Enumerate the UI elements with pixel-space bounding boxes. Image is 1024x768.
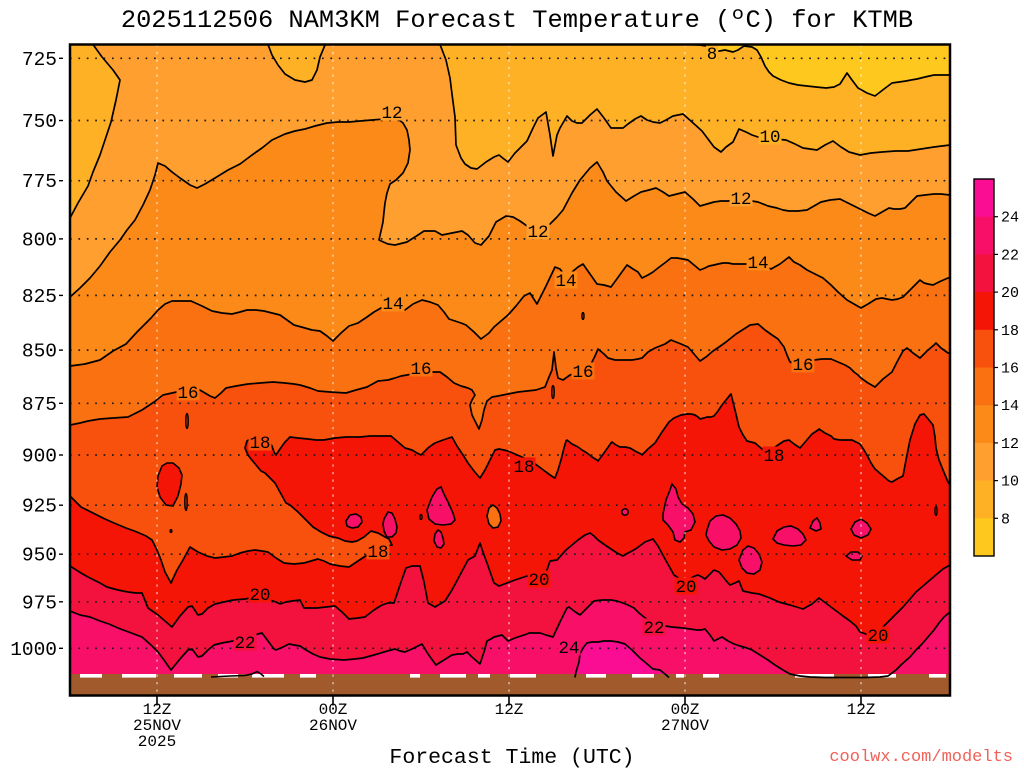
svg-text:12: 12 [381,104,402,124]
svg-text:725: 725 [22,49,57,71]
svg-text:20: 20 [249,586,270,606]
svg-text:16: 16 [792,356,813,376]
svg-text:18: 18 [763,447,784,467]
svg-text:18: 18 [249,434,270,454]
svg-text:22: 22 [234,634,255,654]
svg-text:850: 850 [22,341,57,363]
svg-text:12: 12 [1001,436,1019,453]
svg-text:12Z: 12Z [495,701,524,719]
svg-text:12Z: 12Z [143,701,172,719]
svg-text:20: 20 [675,578,696,598]
svg-text:925: 925 [22,496,57,518]
svg-text:24: 24 [1001,210,1019,227]
svg-text:10: 10 [1001,474,1019,491]
svg-text:20: 20 [1001,285,1019,302]
svg-text:26NOV: 26NOV [309,717,357,735]
svg-text:24: 24 [558,639,579,659]
svg-text:18: 18 [513,458,534,478]
svg-text:18: 18 [367,543,388,563]
svg-text:16: 16 [1001,361,1019,378]
svg-text:coolwx.com/modelts: coolwx.com/modelts [829,748,1013,767]
svg-text:12: 12 [527,223,548,243]
svg-text:800: 800 [22,229,57,251]
svg-text:22: 22 [1001,247,1019,264]
svg-text:8: 8 [1001,511,1010,528]
svg-text:16: 16 [177,384,198,404]
svg-text:10: 10 [759,128,780,148]
svg-text:750: 750 [22,111,57,133]
svg-text:27NOV: 27NOV [661,717,709,735]
svg-text:975: 975 [22,592,57,614]
svg-text:775: 775 [22,171,57,193]
svg-text:875: 875 [22,394,57,416]
svg-text:20: 20 [528,571,549,591]
svg-text:00Z: 00Z [319,701,348,719]
svg-text:825: 825 [22,286,57,308]
svg-text:900: 900 [22,446,57,468]
svg-text:20: 20 [867,627,888,647]
svg-text:16: 16 [410,360,431,380]
svg-text:1000: 1000 [10,639,57,661]
svg-text:12Z: 12Z [847,701,876,719]
svg-text:Forecast Time (UTC): Forecast Time (UTC) [389,746,634,768]
svg-text:14: 14 [382,295,403,315]
svg-text:2025112506 NAM3KM Forecast Tem: 2025112506 NAM3KM Forecast Temperature (… [121,6,913,35]
svg-text:00Z: 00Z [671,701,700,719]
svg-text:14: 14 [555,272,576,292]
svg-text:25NOV: 25NOV [133,717,181,735]
svg-text:2025: 2025 [138,733,176,751]
svg-text:8: 8 [707,45,718,65]
svg-text:14: 14 [1001,398,1019,415]
svg-text:18: 18 [1001,323,1019,340]
svg-text:16: 16 [572,363,593,383]
svg-text:22: 22 [643,619,664,639]
svg-text:14: 14 [747,254,768,274]
svg-text:12: 12 [730,190,751,210]
svg-text:950: 950 [22,545,57,567]
